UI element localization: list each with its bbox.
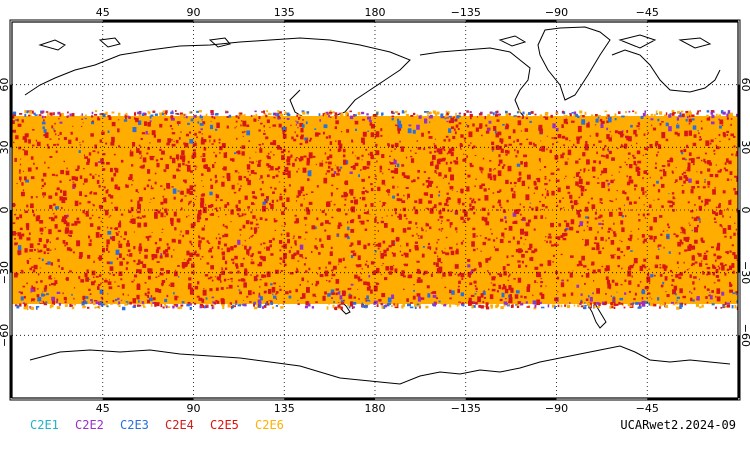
legend: C2E1 C2E2 C2E3 C2E4 C2E5 C2E6 bbox=[30, 418, 300, 432]
frame-tick bbox=[10, 335, 12, 398]
left-lat-label: 30 bbox=[0, 140, 11, 154]
frame-tick bbox=[465, 398, 557, 400]
frame-tick bbox=[284, 398, 375, 400]
top-lon-label: 90 bbox=[187, 6, 201, 19]
axis-labels: 45 45 90 90 135 135 180 180 −135 −135 −90 −90 −45 −45… bbox=[0, 6, 750, 415]
bottom-lon-label: 90 bbox=[187, 402, 201, 415]
frame-tick bbox=[647, 398, 738, 400]
frame-tick bbox=[647, 20, 738, 22]
coastline-antarctica bbox=[29, 345, 731, 385]
frame-tick bbox=[102, 398, 194, 400]
frame-tick bbox=[738, 210, 740, 273]
dataset-label: UCARwet2.2024-09 bbox=[620, 418, 736, 432]
frame-tick bbox=[465, 20, 557, 22]
right-lat-label: −60 bbox=[739, 324, 750, 347]
top-lon-label: 45 bbox=[96, 6, 110, 19]
map-outer-frame bbox=[9, 19, 741, 401]
legend-item-c2e6: C2E6 bbox=[255, 418, 284, 432]
bottom-lon-label: 135 bbox=[274, 402, 295, 415]
right-lat-label: −30 bbox=[739, 261, 750, 284]
bottom-lon-label: −45 bbox=[636, 402, 659, 415]
left-lat-label: −60 bbox=[0, 324, 11, 347]
top-lon-label: 180 bbox=[365, 6, 386, 19]
top-lon-label: 135 bbox=[274, 6, 295, 19]
frame-tick bbox=[10, 84, 12, 148]
frame-tick bbox=[738, 335, 740, 398]
frame-tick bbox=[284, 20, 375, 22]
legend-item-c2e5: C2E5 bbox=[210, 418, 239, 432]
legend-item-c2e2: C2E2 bbox=[75, 418, 104, 432]
legend-item-c2e3: C2E3 bbox=[120, 418, 149, 432]
left-lat-label: 0 bbox=[0, 207, 11, 214]
legend-item-c2e1: C2E1 bbox=[30, 418, 59, 432]
top-lon-label: −90 bbox=[545, 6, 568, 19]
bottom-lon-label: 45 bbox=[96, 402, 110, 415]
bottom-lon-label: 180 bbox=[365, 402, 386, 415]
band-edge-speckle bbox=[12, 110, 738, 311]
map-frame bbox=[11, 21, 739, 399]
frame-tick bbox=[102, 20, 194, 22]
right-lat-label: 0 bbox=[739, 207, 750, 214]
top-lon-label: −135 bbox=[451, 6, 481, 19]
coastline-arctic-islands bbox=[38, 34, 712, 51]
frame-tick bbox=[10, 210, 12, 273]
frame-tick bbox=[738, 84, 740, 148]
coastline-greenland bbox=[537, 26, 611, 101]
bottom-lon-label: −135 bbox=[451, 402, 481, 415]
coastline-south-america-tip bbox=[584, 299, 607, 329]
left-lat-label: 60 bbox=[0, 78, 11, 92]
graticule bbox=[10, 20, 740, 400]
coastlines bbox=[24, 26, 731, 385]
top-lon-label: −45 bbox=[636, 6, 659, 19]
legend-item-c2e4: C2E4 bbox=[165, 418, 194, 432]
right-lat-label: 30 bbox=[739, 140, 750, 154]
bottom-lon-label: −90 bbox=[545, 402, 568, 415]
band-speckle bbox=[12, 116, 738, 309]
right-lat-label: 60 bbox=[739, 78, 750, 92]
left-lat-label: −30 bbox=[0, 261, 11, 284]
